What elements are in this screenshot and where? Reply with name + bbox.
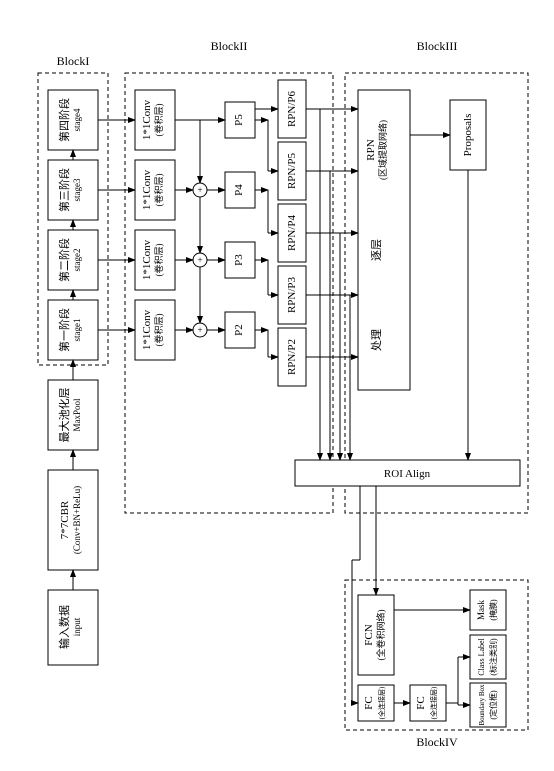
svg-text:处理: 处理 — [370, 329, 383, 351]
svg-text:RPN: RPN — [365, 139, 377, 160]
node-fc2: FC (全连接层) — [410, 685, 446, 721]
svg-text:RPN/P5: RPN/P5 — [286, 152, 298, 189]
svg-text:RPN/P3: RPN/P3 — [286, 276, 298, 313]
svg-text:+: + — [197, 185, 202, 195]
node-cbr: 7*7CBR (Conv+BN+ReLu) — [48, 470, 98, 570]
svg-text:(Conv+BN+ReLu): (Conv+BN+ReLu) — [72, 486, 82, 554]
node-rpnp2: RPN/P2 — [278, 328, 306, 386]
node-rpn: RPN (区域提取网络) 逐层 处理 — [358, 90, 410, 390]
node-fcn: FCN (全卷积网络) — [358, 595, 394, 675]
svg-text:FCN: FCN — [363, 624, 375, 645]
node-input: 输入数据 input — [48, 590, 98, 665]
svg-text:Proposals: Proposals — [462, 114, 474, 157]
svg-text:(卷积层): (卷积层) — [153, 174, 164, 207]
svg-text:(区域提取网络): (区域提取网络) — [377, 120, 388, 180]
node-p3: P3 — [225, 242, 255, 278]
svg-text:FC: FC — [415, 696, 427, 709]
svg-text:+: + — [197, 255, 202, 265]
svg-text:(卷积层): (卷积层) — [153, 104, 164, 137]
node-fc1: FC (全连接层) — [358, 685, 394, 721]
node-stage1: 第一阶段 stage1 — [48, 300, 98, 360]
svg-text:7*7CBR: 7*7CBR — [59, 500, 71, 539]
svg-text:第二阶段: 第二阶段 — [57, 238, 71, 282]
svg-text:Class Label: Class Label — [477, 637, 486, 675]
block2-title: BlockII — [211, 39, 248, 53]
svg-text:RPN/P6: RPN/P6 — [286, 90, 298, 127]
svg-text:FC: FC — [363, 696, 375, 709]
svg-text:P4: P4 — [233, 184, 245, 196]
svg-text:stage4: stage4 — [72, 108, 82, 131]
node-conv3: 1*1Conv (卷积层) — [135, 160, 175, 220]
svg-text:stage1: stage1 — [72, 319, 82, 342]
svg-text:逐层: 逐层 — [370, 239, 383, 261]
node-stage3: 第三阶段 stage3 — [48, 160, 98, 220]
svg-text:P3: P3 — [233, 254, 245, 266]
svg-text:(卷积层): (卷积层) — [153, 314, 164, 347]
svg-text:第三阶段: 第三阶段 — [57, 168, 71, 212]
node-p2: P2 — [225, 312, 255, 348]
node-conv1: 1*1Conv (卷积层) — [135, 300, 175, 360]
svg-text:P5: P5 — [233, 114, 245, 126]
svg-text:Mask: Mask — [476, 600, 486, 620]
svg-text:(标注类别): (标注类别) — [488, 638, 498, 676]
node-class: Class Label (标注类别) — [470, 635, 506, 679]
node-stage4: 第四阶段 stage4 — [48, 90, 98, 150]
node-proposals: Proposals — [450, 100, 486, 170]
svg-text:(卷积层): (卷积层) — [153, 244, 164, 277]
svg-text:1*1Conv: 1*1Conv — [141, 309, 153, 350]
node-rpnp3: RPN/P3 — [278, 266, 306, 324]
svg-text:输入数据: 输入数据 — [57, 605, 71, 649]
node-rpnp6: RPN/P6 — [278, 80, 306, 138]
node-conv4: 1*1Conv (卷积层) — [135, 90, 175, 150]
node-rpnp4: RPN/P4 — [278, 204, 306, 262]
node-conv2: 1*1Conv (卷积层) — [135, 230, 175, 290]
svg-text:第四阶段: 第四阶段 — [57, 98, 71, 142]
svg-text:stage2: stage2 — [72, 249, 82, 272]
svg-text:(定位框): (定位框) — [488, 690, 498, 720]
block1-title: BlockI — [57, 54, 90, 68]
svg-text:(全连接层): (全连接层) — [377, 686, 386, 719]
svg-text:(全连接层): (全连接层) — [429, 686, 438, 719]
svg-text:第一阶段: 第一阶段 — [57, 308, 71, 352]
svg-text:stage3: stage3 — [72, 178, 82, 201]
svg-text:ROI Align: ROI Align — [384, 468, 431, 480]
svg-text:1*1Conv: 1*1Conv — [141, 169, 153, 210]
svg-text:MaxPool: MaxPool — [72, 398, 82, 432]
svg-text:Boundary Box: Boundary Box — [478, 684, 486, 726]
architecture-diagram: BlockI BlockII BlockIII BlockIV 输入数据 inp… — [20, 20, 534, 751]
svg-text:+: + — [197, 325, 202, 335]
svg-text:RPN/P4: RPN/P4 — [286, 214, 298, 251]
block3-title: BlockIII — [417, 39, 458, 53]
svg-text:(掩膜): (掩膜) — [488, 599, 498, 621]
node-roi: ROI Align — [295, 460, 520, 486]
node-bbox: Boundary Box (定位框) — [470, 683, 506, 727]
block4-title: BlockIV — [416, 735, 458, 749]
node-rpnp5: RPN/P5 — [278, 142, 306, 200]
node-mask: Mask (掩膜) — [470, 590, 506, 630]
svg-text:1*1Conv: 1*1Conv — [141, 99, 153, 140]
svg-text:1*1Conv: 1*1Conv — [141, 239, 153, 280]
svg-text:RPN/P2: RPN/P2 — [286, 339, 298, 375]
svg-text:P2: P2 — [233, 324, 245, 336]
node-p5: P5 — [225, 102, 255, 138]
node-maxpool: 最大池化层 MaxPool — [48, 380, 98, 450]
node-stage2: 第二阶段 stage2 — [48, 230, 98, 290]
svg-text:input: input — [72, 617, 82, 636]
node-p4: P4 — [225, 172, 255, 208]
svg-text:(全卷积网络): (全卷积网络) — [375, 610, 386, 661]
svg-text:最大池化层: 最大池化层 — [57, 388, 71, 443]
